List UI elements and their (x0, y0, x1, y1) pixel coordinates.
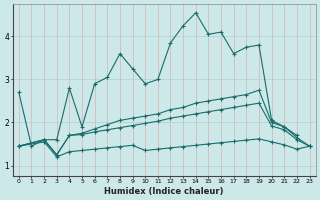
X-axis label: Humidex (Indice chaleur): Humidex (Indice chaleur) (104, 187, 224, 196)
